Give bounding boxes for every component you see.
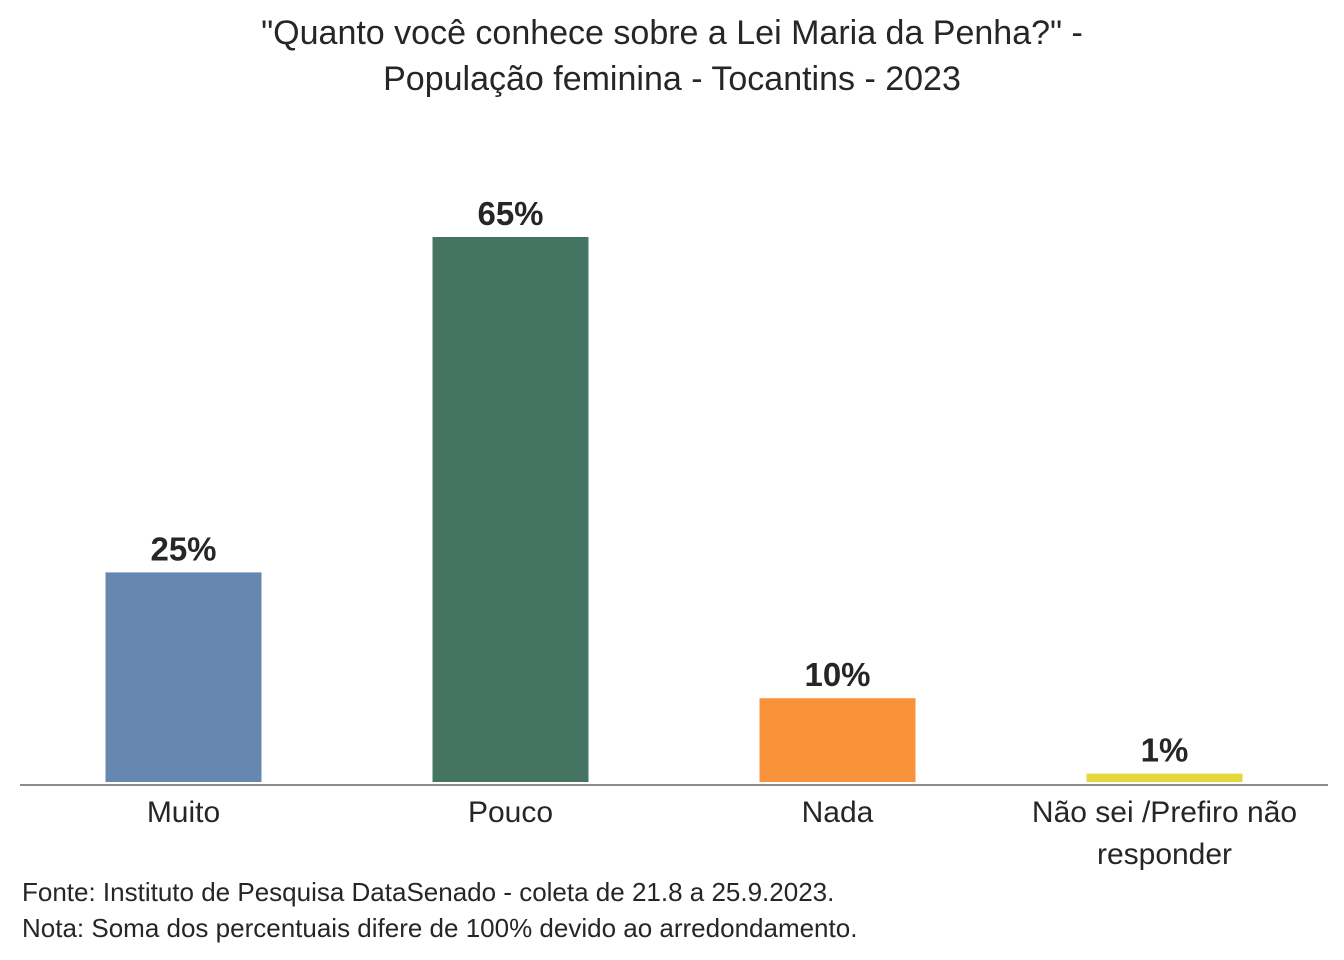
- data-label-3: 1%: [1141, 732, 1189, 769]
- bar-2: [759, 698, 916, 782]
- bar-1: [432, 237, 589, 782]
- rounding-note: Nota: Soma dos percentuais difere de 100…: [22, 913, 858, 943]
- chart-title-line-1: "Quanto você conhece sobre a Lei Maria d…: [261, 14, 1083, 52]
- data-label-0: 25%: [150, 530, 216, 567]
- data-label-2: 10%: [804, 656, 870, 693]
- category-label-1-0: Pouco: [468, 796, 553, 829]
- bar-0: [105, 572, 262, 782]
- source-note: Fonte: Instituto de Pesquisa DataSenado …: [22, 877, 835, 907]
- category-label-3-1: responder: [1097, 838, 1232, 871]
- chart-title-line-2: População feminina - Tocantins - 2023: [383, 60, 961, 98]
- category-label-3-0: Não sei /Prefiro não: [1032, 796, 1297, 829]
- category-label-0-0: Muito: [147, 796, 220, 829]
- data-label-1: 65%: [477, 195, 543, 232]
- chart-footer: Fonte: Instituto de Pesquisa DataSenado …: [22, 874, 857, 946]
- chart-title: "Quanto você conhece sobre a Lei Maria d…: [0, 10, 1344, 102]
- bar-3: [1086, 773, 1243, 782]
- category-label-2-0: Nada: [802, 796, 874, 829]
